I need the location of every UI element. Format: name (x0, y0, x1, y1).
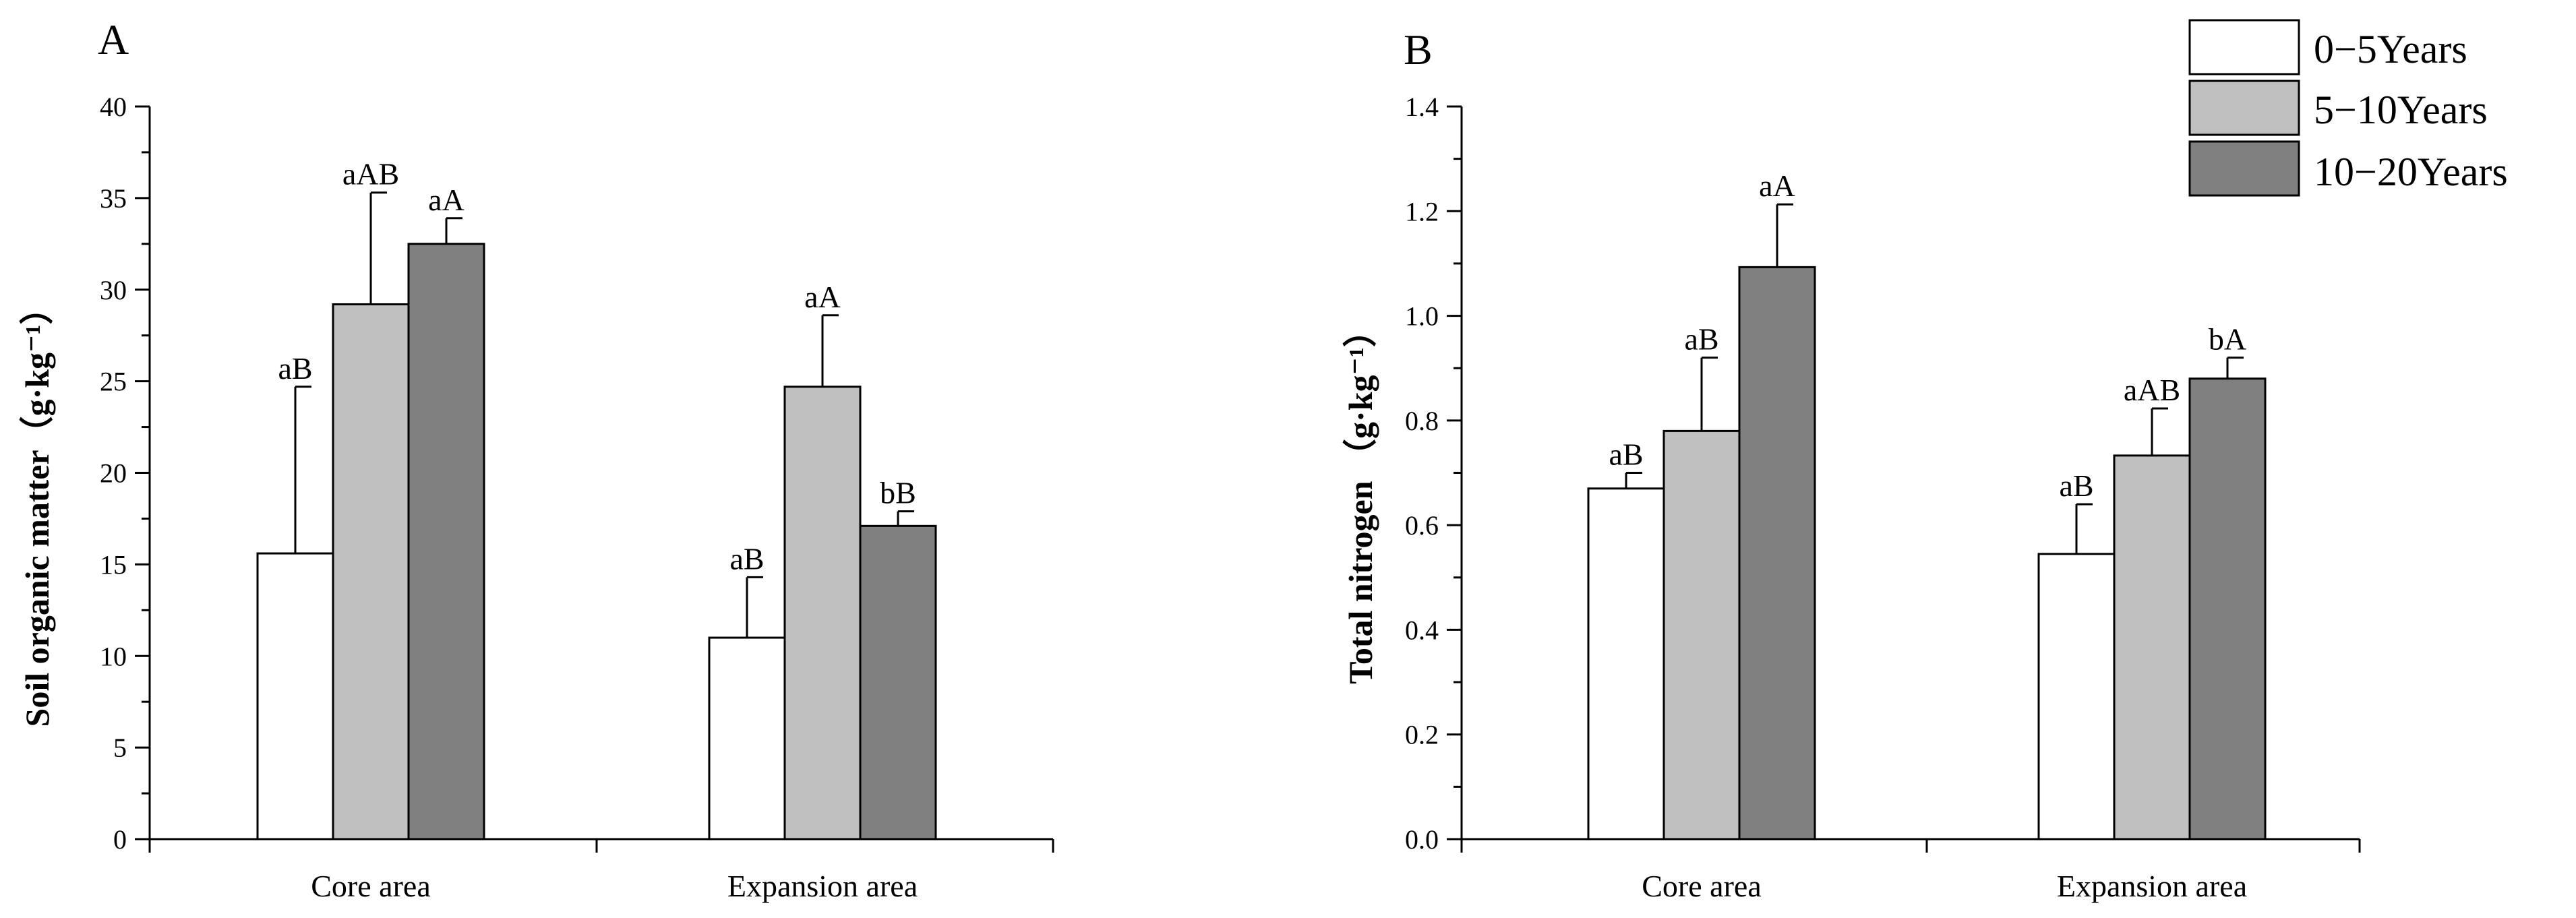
panel-b-y-tick-label: 0.2 (1405, 720, 1439, 750)
panel-b-y-tick-label: 0.6 (1405, 510, 1439, 541)
bar-panel-b-core-area-5-10years (1663, 429, 1741, 840)
panel-a-y-tick-label: 10 (100, 641, 127, 671)
legend-label-0-5-years: 0−5Years (2314, 27, 2467, 71)
panel-a-axes: 0 5 10 15 20 25 30 35 40 Core area Expansion area (100, 92, 1054, 903)
bar-panel-b-core-area-0-5years (1587, 487, 1665, 840)
panel-a-y-tick-label: 40 (100, 92, 127, 122)
legend-label-5-10-years: 5−10Years (2314, 88, 2488, 132)
significance-label-panel-a-expansion-area-0-5years: aB (729, 541, 764, 576)
panel-a-y-axis-title: Soil organic matter（g·kg⁻¹） (18, 291, 56, 727)
panel-a-y-tick-label: 15 (100, 549, 127, 580)
significance-label-panel-b-expansion-area-0-5years: aB (2059, 468, 2093, 503)
bar-panel-b-expansion-area-0-5years (2037, 553, 2116, 840)
bar-panel-b-core-area-10-20years (1738, 266, 1816, 840)
significance-label-panel-b-core-area-10-20years: aA (1759, 169, 1795, 203)
panel-a-bars: aB aB aAB aA aA bB (256, 157, 937, 840)
panel-b-y-tick-label: 1.4 (1405, 92, 1439, 122)
bar-panel-a-core-area-10-20years (407, 243, 485, 840)
panel-b-y-tick-label: 0.4 (1405, 615, 1439, 645)
panel-a-y-tick-label: 20 (100, 458, 127, 489)
significance-label-panel-a-expansion-area-5-10years: aA (804, 280, 841, 314)
panel-a-category-label-core-area: Core area (311, 869, 431, 903)
significance-label-panel-b-core-area-0-5years: aB (1609, 437, 1643, 472)
bar-panel-a-expansion-area-5-10years (783, 386, 862, 840)
panel-b-bars: aB aB aB aAB aA bA (1587, 169, 2267, 840)
panel-a-y-tick-label: 25 (100, 367, 127, 397)
significance-label-panel-a-core-area-10-20years: aA (428, 183, 465, 217)
panel-a-y-tick-label: 30 (100, 275, 127, 305)
bar-panel-a-expansion-area-0-5years (708, 636, 786, 840)
significance-label-panel-b-expansion-area-10-20years: bA (2209, 322, 2246, 357)
legend-label-10-20-years: 10−20Years (2314, 150, 2508, 194)
significance-label-panel-b-expansion-area-5-10years: aAB (2124, 373, 2180, 407)
legend: 0−5Years 5−10Years 10−20Years (2188, 19, 2508, 197)
panel-b-category-label-expansion-area: Expansion area (2057, 869, 2247, 903)
panel-b-y-axis-title: Total nitrogen （g·kg⁻¹） (1342, 313, 1379, 684)
panel-a-y-tick-label: 35 (100, 183, 127, 214)
bar-panel-a-core-area-5-10years (332, 303, 410, 840)
panel-b-letter: B (1404, 26, 1433, 73)
bar-panel-b-expansion-area-10-20years (2188, 377, 2267, 840)
panel-b-category-label-core-area: Core area (1642, 869, 1762, 903)
panel-b-y-tick-label: 1.2 (1405, 196, 1439, 226)
bar-panel-a-expansion-area-10-20years (859, 524, 937, 840)
panel-a-y-tick-label: 0 (113, 824, 127, 855)
legend-swatch-10-20-years (2188, 140, 2300, 197)
legend-swatch-0-5-years (2188, 19, 2300, 75)
significance-label-panel-a-core-area-5-10years: aAB (342, 157, 399, 191)
bar-panel-b-expansion-area-5-10years (2113, 454, 2191, 840)
panel-b-y-tick-label: 0.0 (1405, 824, 1439, 855)
significance-label-panel-b-core-area-5-10years: aB (1684, 322, 1718, 357)
panel-a-category-label-expansion-area: Expansion area (727, 869, 918, 903)
panel-b-y-tick-label: 1.0 (1405, 301, 1439, 332)
significance-label-panel-a-core-area-0-5years: aB (278, 351, 312, 386)
panel-b-chart: B Total nitrogen （g·kg⁻¹） 0.0 0.2 0.4 0.6 0.… (1342, 26, 2361, 903)
panel-b-y-tick-label: 0.8 (1405, 406, 1439, 436)
bar-panel-a-core-area-0-5years (256, 552, 334, 840)
panel-a-chart: A Soil organic matter（g·kg⁻¹） 0 5 10 15 20 25… (18, 16, 1054, 903)
panel-a-letter: A (98, 16, 129, 63)
legend-swatch-5-10-years (2188, 80, 2300, 136)
significance-label-panel-a-expansion-area-10-20years: bB (880, 476, 916, 510)
panel-a-y-tick-label: 5 (113, 733, 127, 763)
